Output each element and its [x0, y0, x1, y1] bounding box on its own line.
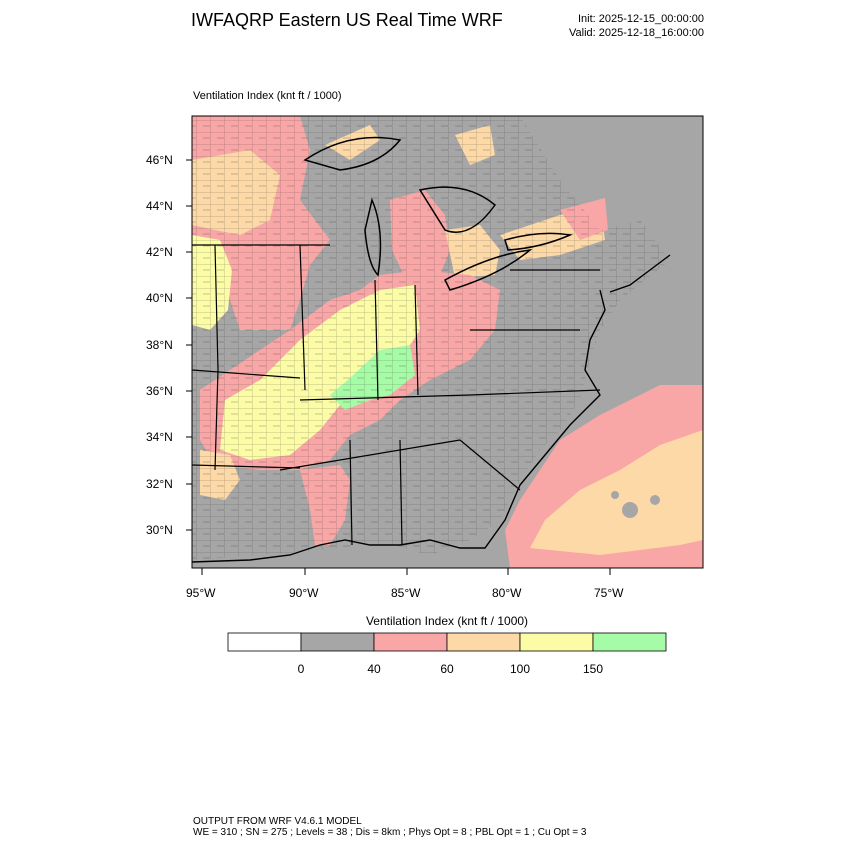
lon-label-75: 75°W — [594, 586, 624, 600]
colorbar-swatch-5 — [592, 632, 667, 652]
lat-ticks — [186, 159, 192, 531]
county-grid — [192, 116, 670, 560]
colorbar-title: Ventilation Index (knt ft / 1000) — [365, 614, 529, 628]
colorbar-swatch-4 — [519, 632, 594, 652]
colorbar-label-40: 40 — [367, 662, 381, 676]
lat-label-32: 32°N — [146, 477, 173, 491]
colorbar-label-100: 100 — [509, 662, 531, 676]
coastline-northeast — [609, 254, 671, 293]
map-border — [191, 115, 704, 569]
colorbar-label-0: 0 — [297, 662, 305, 676]
lon-label-85: 85°W — [391, 586, 421, 600]
coastline — [192, 289, 606, 563]
lat-label-44: 44°N — [146, 199, 173, 213]
init-time: Init: 2025-12-15_00:00:00 — [578, 13, 704, 25]
lat-label-42: 42°N — [146, 245, 173, 259]
colorbar-swatch-2 — [373, 632, 448, 652]
colorbar-swatch-3 — [446, 632, 521, 652]
footer-model: OUTPUT FROM WRF V4.6.1 MODEL — [193, 816, 362, 827]
lat-label-38: 38°N — [146, 338, 173, 352]
lat-label-46: 46°N — [146, 153, 173, 167]
gray-patch-atlantic-1 — [622, 502, 638, 518]
lat-label-30: 30°N — [146, 523, 173, 537]
colorbar-label-150: 150 — [582, 662, 604, 676]
lon-label-90: 90°W — [289, 586, 319, 600]
footer-config: WE = 310 ; SN = 275 ; Levels = 38 ; Dis … — [193, 827, 587, 838]
gray-patch-atlantic-3 — [611, 491, 619, 499]
lat-label-40: 40°N — [146, 291, 173, 305]
map-title: IWFAQRP Eastern US Real Time WRF — [191, 10, 503, 30]
state-boundaries — [192, 244, 601, 546]
colorbar — [227, 632, 667, 652]
field-title: Ventilation Index (knt ft / 1000) — [193, 90, 342, 102]
lake-ontario-outline — [504, 232, 573, 251]
lon-label-95: 95°W — [186, 586, 216, 600]
gray-patch-atlantic-2 — [650, 495, 660, 505]
lat-label-34: 34°N — [146, 430, 173, 444]
lat-label-36: 36°N — [146, 384, 173, 398]
lake-huron-outline — [418, 186, 497, 233]
colorbar-label-60: 60 — [440, 662, 454, 676]
colorbar-swatch-1 — [300, 632, 375, 652]
map-canvas — [192, 116, 703, 568]
colorbar-swatch-0 — [227, 632, 302, 652]
lon-label-80: 80°W — [492, 586, 522, 600]
valid-time: Valid: 2025-12-18_16:00:00 — [569, 27, 704, 39]
lake-michigan-outline — [364, 197, 382, 277]
lake-erie-outline — [444, 248, 533, 291]
lon-ticks — [201, 568, 611, 575]
lake-superior-outline — [303, 136, 402, 171]
